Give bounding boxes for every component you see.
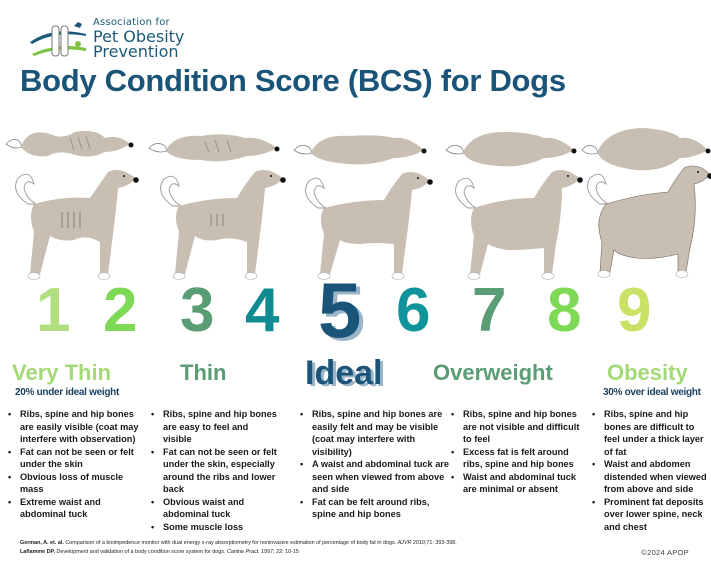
logo-line-2: Pet Obesity: [93, 27, 185, 46]
category-ideal: Ideal: [305, 354, 383, 392]
list-item: Obvious waist and abdominal tuck: [149, 496, 279, 521]
reference-2-tail: 1997; 22: 10-15: [259, 548, 299, 555]
reference-1-author: German, A. et. al.: [20, 540, 64, 546]
overweight-description-list: Ribs, spine and hip bones are not visibl…: [449, 408, 589, 496]
list-item: Ribs, spine and hip bones are easily vis…: [6, 408, 141, 446]
dog-bcs-7-illustration: [438, 112, 583, 282]
category-very-thin: Very Thin: [12, 360, 112, 385]
references: German, A. et. al. Comparison of a bioim…: [20, 539, 457, 556]
logo-line-3: Prevention: [93, 42, 179, 61]
list-item: Prominent fat deposits over lower spine,…: [590, 496, 711, 534]
logo-emblem-icon: [30, 22, 86, 57]
list-item: Obvious loss of muscle mass: [6, 471, 141, 496]
dog-illustrations: [0, 112, 711, 282]
dog-bcs-1-illustration: [0, 112, 140, 282]
thin-description-list: Ribs, spine and hip bones are easy to fe…: [149, 408, 279, 533]
very-thin-subtitle: 20% under ideal weight: [15, 387, 119, 398]
score-3: 3: [180, 276, 215, 345]
ideal-description-list: Ribs, spine and hip bones are easily fel…: [298, 408, 450, 521]
list-item: Excess fat is felt around ribs, spine an…: [449, 446, 589, 471]
category-thin: Thin: [180, 360, 227, 385]
list-item: Fat can be felt around ribs, spine and h…: [298, 496, 450, 521]
dog-bcs-9-illustration: [580, 112, 711, 282]
dog-bcs-2-illustration: [145, 112, 286, 282]
list-item: Some muscle loss: [149, 521, 279, 534]
list-item: Fat can not be seen or felt under the sk…: [149, 446, 279, 496]
reference-1-tail: 2010;71: 393-398.: [411, 540, 457, 546]
score-8: 8: [547, 276, 582, 345]
list-item: Ribs, spine and hip bones are easy to fe…: [149, 408, 279, 446]
apop-logo: Association for Pet Obesity Prevention: [28, 18, 228, 63]
list-item: Ribs, spine and hip bones are not visibl…: [449, 408, 589, 446]
reference-2-author: Laflamme DP.: [20, 548, 55, 555]
dog-bcs-5-illustration: [290, 112, 433, 282]
reference-1: German, A. et. al. Comparison of a bioim…: [20, 539, 457, 548]
score-6: 6: [396, 276, 431, 345]
category-obesity: Obesity: [607, 360, 688, 385]
reference-2-text: Development and validation of a body con…: [54, 548, 227, 555]
reference-1-text: Comparison of a bioimpedence monitor wit…: [63, 540, 398, 546]
score-9: 9: [617, 276, 652, 345]
very-thin-description-list: Ribs, spine and hip bones are easily vis…: [6, 408, 141, 521]
list-item: Waist and abdomen distended when viewed …: [590, 458, 711, 496]
list-item: Ribs, spine and hip bones are easily fel…: [298, 408, 450, 458]
reference-2-journal: Canine Pract.: [226, 548, 260, 555]
copyright: ©2024 APOP: [641, 548, 689, 557]
obesity-description-list: Ribs, spine and hip bones are difficult …: [590, 408, 711, 533]
score-4: 4: [245, 276, 280, 345]
list-item: Extreme waist and abdominal tuck: [6, 496, 141, 521]
score-2: 2: [103, 276, 138, 345]
list-item: Ribs, spine and hip bones are difficult …: [590, 408, 711, 458]
reference-1-journal: AJVR: [397, 540, 412, 546]
list-item: Fat can not be seen or felt under the sk…: [6, 446, 141, 471]
score-7: 7: [472, 276, 507, 345]
obesity-subtitle: 30% over ideal weight: [603, 387, 701, 398]
logo-line-1: Association for: [93, 17, 170, 28]
list-item: Waist and abdominal tuck are minimal or …: [449, 471, 589, 496]
reference-2: Laflamme DP. Development and validation …: [20, 548, 457, 557]
page-title: Body Condition Score (BCS) for Dogs: [20, 63, 566, 98]
list-item: A waist and abdominal tuck are seen when…: [298, 458, 450, 496]
score-5: 5: [318, 266, 362, 354]
score-1: 1: [36, 276, 71, 345]
category-overweight: Overweight: [433, 360, 553, 385]
